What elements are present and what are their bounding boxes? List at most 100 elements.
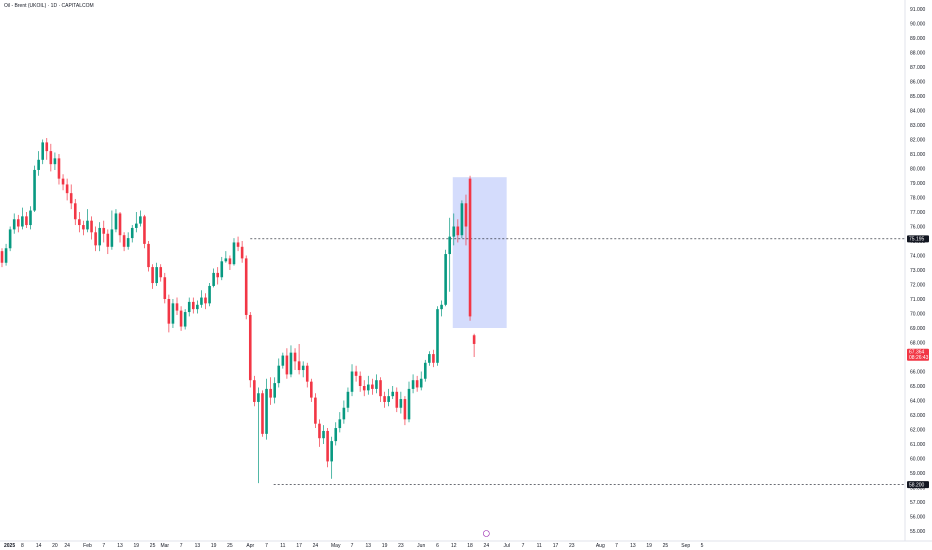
candle-body bbox=[29, 210, 32, 226]
x-tick-label: Jun bbox=[417, 543, 425, 549]
y-tick-label: 73.000 bbox=[910, 268, 926, 274]
candle bbox=[318, 419, 321, 447]
candle bbox=[78, 212, 81, 233]
candle-body bbox=[187, 301, 191, 313]
candle-body bbox=[253, 380, 256, 402]
candle bbox=[411, 374, 415, 394]
y-tick-label: 69.000 bbox=[910, 326, 926, 332]
candle bbox=[147, 241, 150, 272]
x-tick-label: 7 bbox=[522, 543, 525, 549]
candle-body bbox=[411, 380, 415, 389]
candle-body bbox=[269, 388, 272, 398]
x-tick-label: 13 bbox=[366, 543, 372, 549]
candle-body bbox=[179, 310, 183, 327]
x-tick-label: 19 bbox=[211, 543, 217, 549]
candle-body bbox=[293, 352, 297, 362]
candle bbox=[330, 436, 333, 479]
x-tick-label: Sep bbox=[681, 543, 690, 549]
candle-body bbox=[371, 384, 374, 389]
last-price-badge-bg bbox=[907, 348, 929, 361]
candle-body bbox=[305, 365, 309, 382]
candle-body bbox=[196, 304, 199, 310]
candle-body bbox=[57, 158, 61, 179]
y-tick-label: 84.000 bbox=[910, 108, 926, 114]
candle bbox=[468, 175, 472, 321]
x-tick-label: Feb bbox=[83, 543, 92, 549]
lower-level-badge-bg bbox=[907, 481, 929, 489]
upper-level-badge-label: 75.195 bbox=[909, 237, 925, 243]
candle bbox=[135, 212, 138, 233]
candle-body bbox=[468, 178, 472, 317]
candle-body bbox=[285, 355, 289, 375]
candle bbox=[257, 387, 260, 484]
candle-body bbox=[350, 371, 354, 392]
candle-body bbox=[49, 151, 53, 165]
candle-body bbox=[440, 304, 443, 310]
y-tick-label: 83.000 bbox=[910, 123, 926, 129]
candle bbox=[175, 297, 179, 315]
candle-body bbox=[310, 381, 313, 398]
lower-level-badge-label: 58.200 bbox=[909, 482, 925, 488]
candle-body bbox=[358, 375, 362, 386]
candle bbox=[432, 349, 435, 368]
x-tick-label: 18 bbox=[467, 543, 473, 549]
x-tick-label: 25 bbox=[663, 543, 669, 549]
candle-body bbox=[232, 242, 236, 265]
candle bbox=[82, 220, 85, 236]
candle-body bbox=[387, 396, 390, 402]
candle-body bbox=[45, 142, 49, 152]
x-tick-label: 5 bbox=[701, 543, 704, 549]
candle bbox=[387, 388, 390, 407]
candle-body bbox=[216, 272, 220, 278]
candle bbox=[342, 400, 346, 424]
candle bbox=[436, 306, 439, 366]
candle bbox=[171, 299, 175, 328]
candle bbox=[472, 333, 476, 357]
candle bbox=[126, 232, 130, 250]
candle bbox=[281, 352, 285, 369]
x-tick-label: 24 bbox=[484, 543, 490, 549]
candle-body bbox=[204, 297, 207, 304]
candle bbox=[8, 226, 12, 252]
candle bbox=[37, 151, 40, 176]
candle-body bbox=[151, 267, 154, 284]
candle bbox=[350, 364, 354, 397]
y-tick-label: 86.000 bbox=[910, 79, 926, 85]
x-tick-label: May bbox=[331, 543, 341, 549]
candles-layer bbox=[0, 138, 476, 484]
y-tick-label: 56.000 bbox=[910, 514, 926, 520]
candle-body bbox=[326, 430, 329, 462]
candle-body bbox=[395, 391, 399, 408]
x-tick-label: 7 bbox=[615, 543, 618, 549]
candle bbox=[269, 377, 272, 405]
symbol-title: Oil - Brent (UKOIL) · 1D · CAPITALCOM bbox=[4, 3, 94, 9]
candle-body bbox=[379, 380, 382, 397]
candle-body bbox=[444, 254, 447, 305]
x-tick-label: 11 bbox=[280, 543, 285, 549]
candle bbox=[334, 422, 338, 446]
candle bbox=[293, 348, 297, 371]
candle-body bbox=[415, 380, 419, 388]
x-tick-label: 7 bbox=[180, 543, 183, 549]
y-tick-label: 91.000 bbox=[910, 7, 926, 13]
lower-level-badge: 58.200 bbox=[907, 481, 929, 488]
y-tick-label: 68.000 bbox=[910, 340, 926, 346]
candle bbox=[301, 361, 305, 378]
candle-body bbox=[159, 267, 163, 278]
candle bbox=[208, 283, 211, 307]
candle bbox=[183, 309, 187, 330]
candle-body bbox=[322, 430, 325, 439]
candle-body bbox=[354, 371, 358, 376]
x-tick-label: Apr bbox=[246, 543, 254, 549]
x-tick-label: 25 bbox=[150, 543, 156, 549]
x-tick-label: 13 bbox=[630, 543, 636, 549]
candle bbox=[33, 165, 36, 212]
candle-body bbox=[448, 236, 451, 255]
candle bbox=[73, 198, 77, 226]
candle bbox=[130, 225, 134, 243]
candle bbox=[379, 377, 382, 402]
upper-level-badge: 75.195 bbox=[907, 235, 929, 243]
y-tick-label: 79.000 bbox=[910, 181, 926, 187]
